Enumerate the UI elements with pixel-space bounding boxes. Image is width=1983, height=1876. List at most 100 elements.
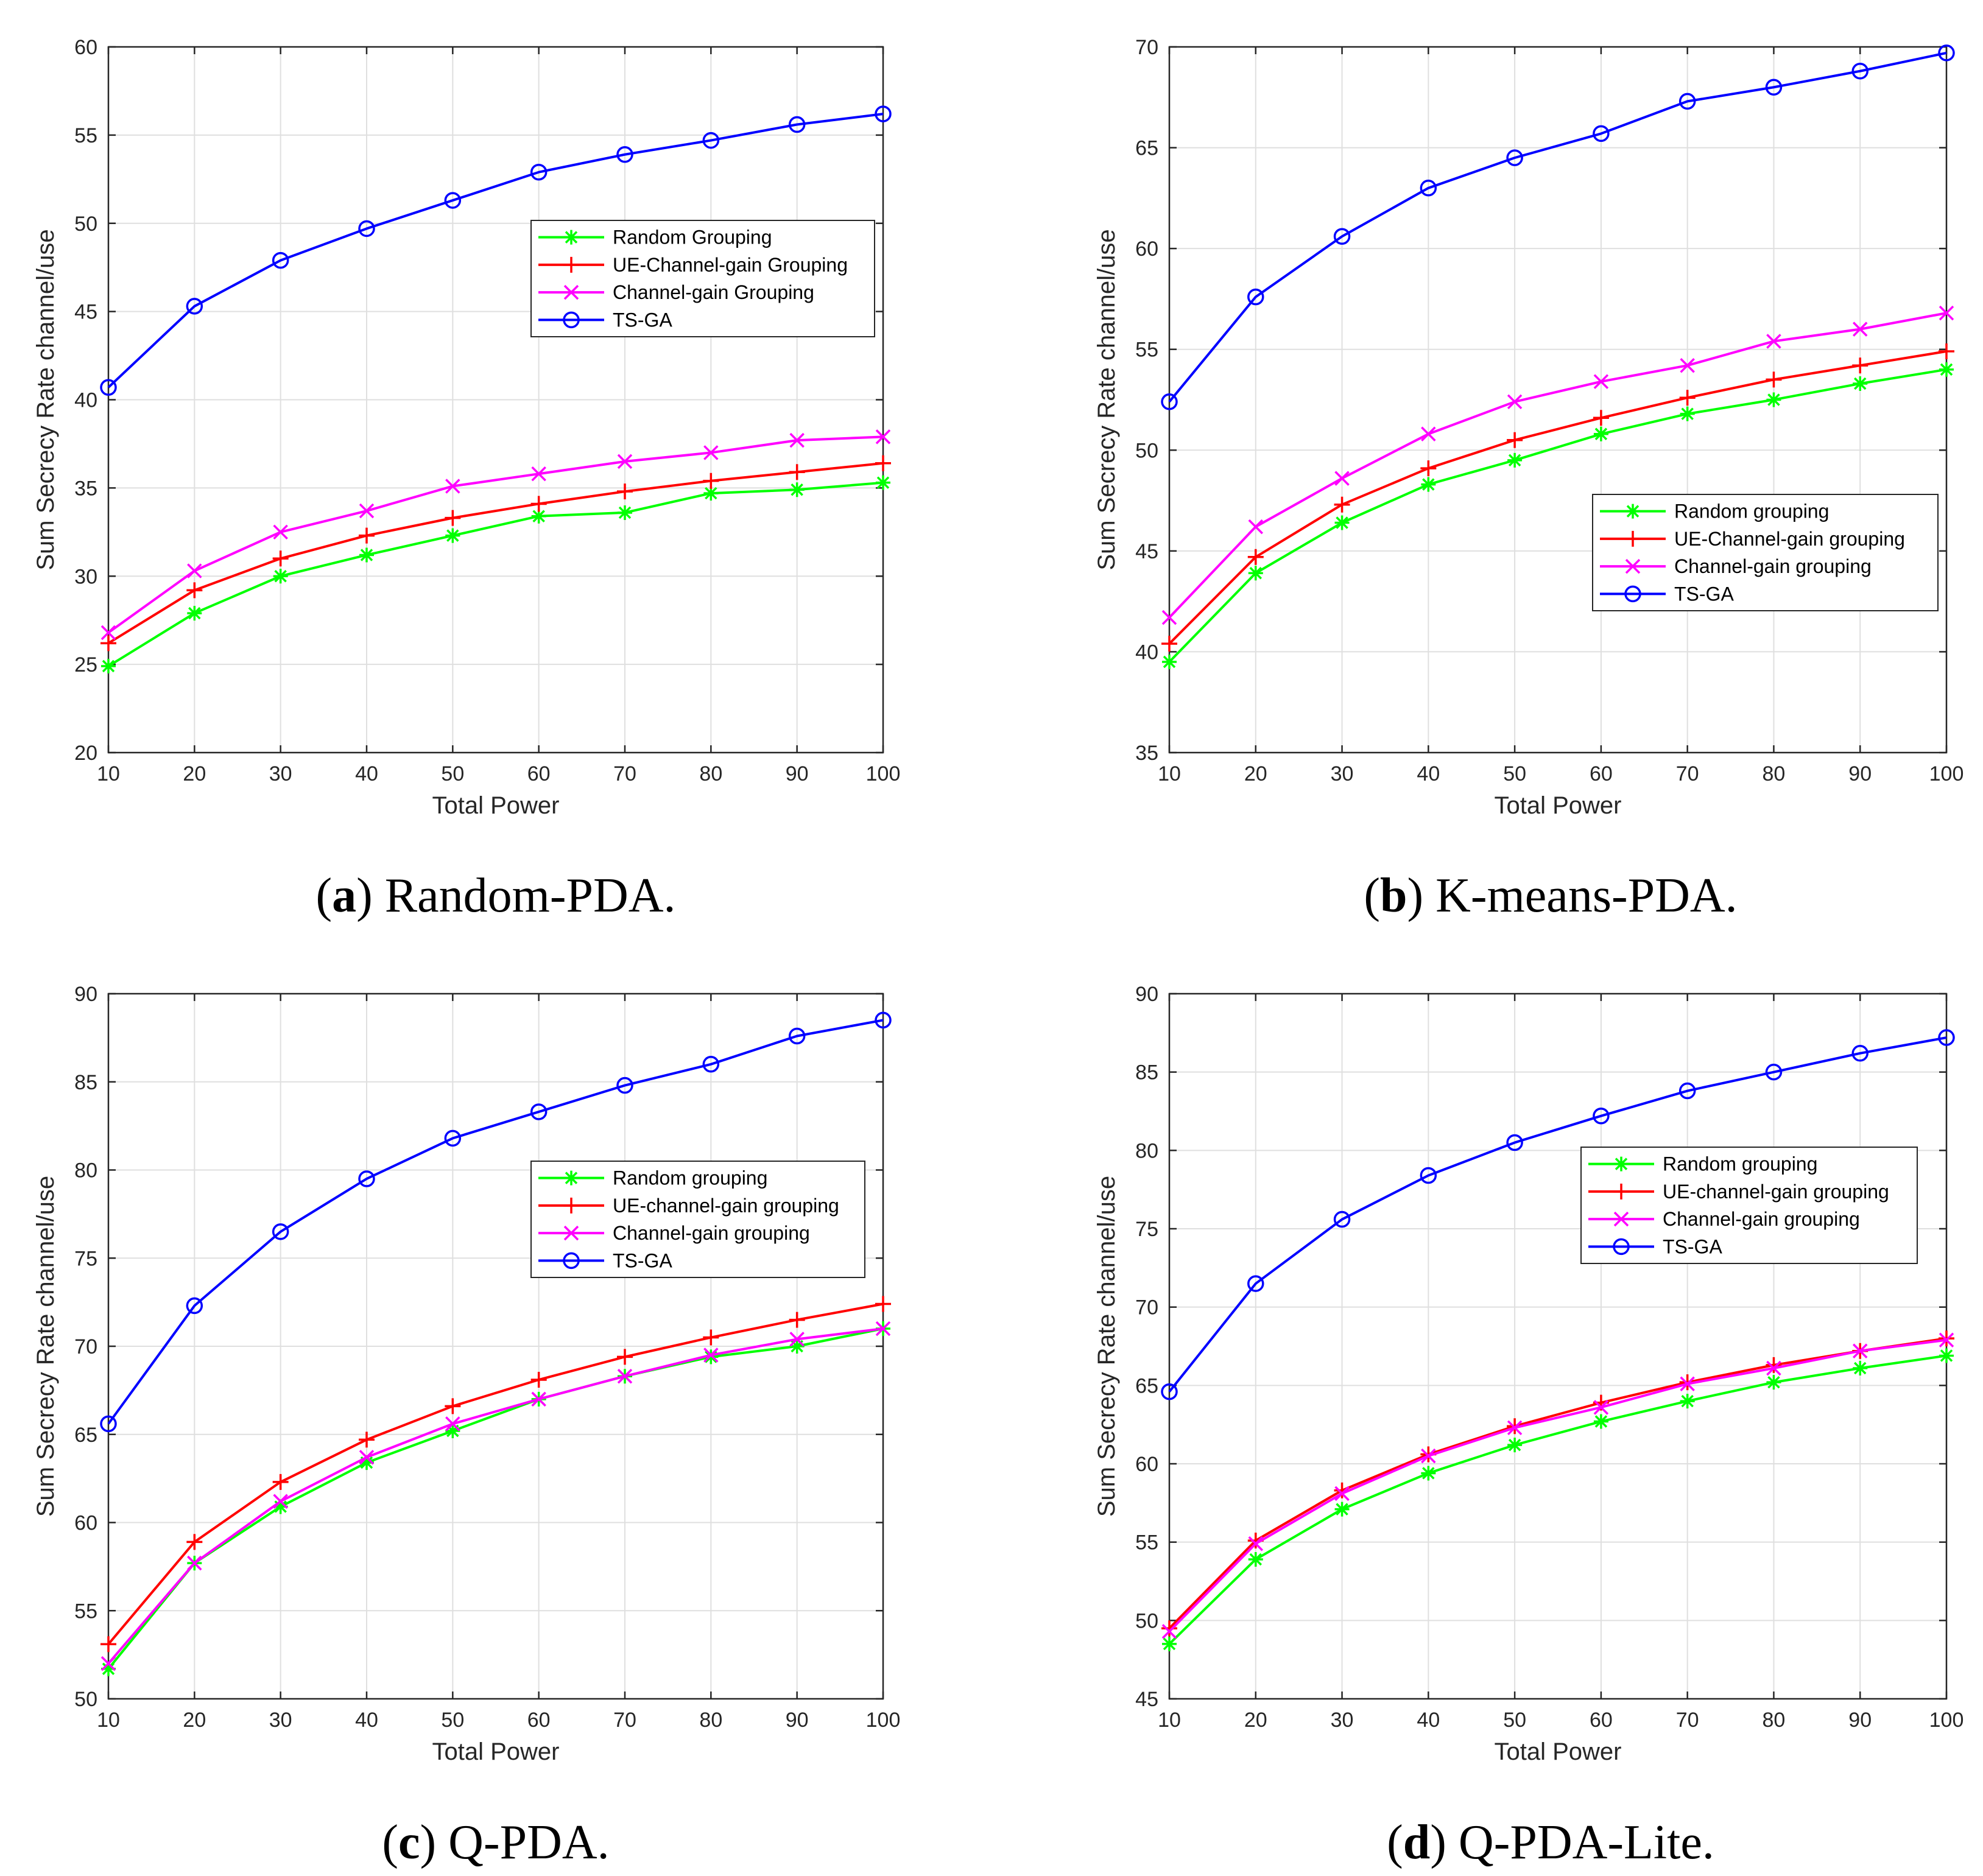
legend-label: Channel-gain Grouping <box>613 281 814 303</box>
y-tick-label: 55 <box>1135 339 1158 362</box>
data-point-shape <box>1593 1400 1609 1415</box>
data-point-shape <box>272 550 289 567</box>
legend-box <box>530 220 875 337</box>
legend-marker-shape <box>563 1197 579 1214</box>
y-tick-label: 70 <box>1135 36 1158 59</box>
data-point-shape <box>1852 357 1869 374</box>
data-point-shape <box>530 1103 548 1120</box>
data-point-shape <box>1938 1029 1955 1046</box>
y-tick-label: 30 <box>74 565 97 588</box>
data-point-shape <box>789 482 805 497</box>
data-point <box>617 1368 633 1384</box>
data-point <box>1939 305 1954 321</box>
y-tick-label: 85 <box>1135 1061 1158 1084</box>
x-axis-label: Total Power <box>1495 792 1622 819</box>
data-point-shape <box>1247 288 1264 306</box>
legend-label: Channel-gain grouping <box>1674 555 1872 577</box>
data-point <box>1162 1636 1177 1651</box>
data-point <box>186 1297 203 1315</box>
data-point-shape <box>875 429 891 444</box>
series-line <box>107 435 884 634</box>
data-point <box>1593 410 1609 426</box>
data-point <box>1680 357 1695 373</box>
data-point-shape <box>445 1423 460 1438</box>
data-point <box>530 163 548 181</box>
data-point <box>788 1027 806 1045</box>
data-point <box>1333 228 1351 245</box>
data-point <box>1334 1502 1350 1517</box>
legend-marker-shape <box>1624 585 1641 603</box>
series-line <box>1168 312 1947 619</box>
x-tick-label: 80 <box>1763 762 1786 785</box>
caption-open-paren: ( <box>382 1816 398 1869</box>
legend-label: TS-GA <box>1674 583 1734 605</box>
x-tick-label: 60 <box>1590 762 1613 785</box>
data-point <box>789 1339 805 1354</box>
data-point <box>617 483 633 500</box>
series-channel-gain-grouping <box>1161 305 1954 625</box>
data-point-shape <box>703 1347 719 1363</box>
data-point-shape <box>273 1499 288 1514</box>
data-point-shape <box>1766 1357 1782 1373</box>
data-point-shape <box>1939 1332 1954 1347</box>
data-point <box>616 1077 633 1094</box>
data-point <box>789 464 805 480</box>
data-point <box>618 505 632 520</box>
y-tick-label: 75 <box>1135 1218 1158 1241</box>
data-point <box>1247 549 1264 565</box>
data-point <box>101 659 116 674</box>
data-point-shape <box>444 1129 462 1147</box>
legend-marker-shape <box>563 1252 580 1270</box>
legend-label: TS-GA <box>613 1249 672 1271</box>
data-point <box>1939 1330 1954 1347</box>
data-point <box>272 1474 289 1490</box>
data-point-shape <box>617 483 633 500</box>
series-line <box>1168 350 1947 645</box>
data-point <box>875 429 891 444</box>
data-point-shape <box>617 454 633 469</box>
data-point-shape <box>703 1329 719 1346</box>
data-point <box>1766 1360 1781 1376</box>
series-line <box>107 1019 884 1425</box>
x-tick-label: 100 <box>1929 762 1964 785</box>
data-point <box>359 527 375 544</box>
legend-label: Random Grouping <box>613 227 772 248</box>
legend: Random grouping UE-channel-gain grouping C… <box>530 1161 865 1278</box>
data-point <box>1766 1375 1781 1390</box>
data-point <box>789 432 805 448</box>
data-point <box>875 1011 892 1029</box>
y-tick-label: 40 <box>74 389 97 412</box>
data-point <box>1421 1448 1436 1464</box>
series-line <box>1168 1337 1947 1629</box>
caption-close-paren: ) <box>356 869 385 922</box>
series-line <box>107 462 884 645</box>
x-tick-label: 50 <box>1503 1709 1526 1732</box>
data-point-shape <box>875 1296 891 1312</box>
data-point-shape <box>1248 1536 1264 1551</box>
legend-entry: TS-GA <box>1588 1235 1722 1257</box>
data-point-shape <box>1766 1360 1781 1376</box>
data-point <box>1248 1536 1264 1551</box>
data-point-shape <box>445 1398 461 1414</box>
x-tick-label: 90 <box>1848 762 1872 785</box>
data-point-shape <box>1506 149 1523 166</box>
data-point <box>1766 371 1782 388</box>
data-point <box>359 1455 374 1470</box>
data-point-shape <box>1161 393 1178 410</box>
data-point-shape <box>875 455 891 471</box>
legend-label: Random grouping <box>613 1167 767 1189</box>
y-axis-label: Sum Secrecy Rate channel/use <box>1093 1176 1120 1517</box>
x-tick-label: 70 <box>613 1709 636 1732</box>
data-point <box>445 528 460 543</box>
data-point-shape <box>531 1391 546 1407</box>
series-line <box>107 1327 884 1670</box>
data-point <box>1161 393 1178 410</box>
data-point-shape <box>1421 1448 1436 1464</box>
legend-marker <box>1613 1238 1630 1256</box>
y-tick-label: 35 <box>1135 742 1158 765</box>
legend-marker-shape <box>1625 530 1641 547</box>
data-point <box>875 455 891 471</box>
legend-label: UE-channel-gain grouping <box>1663 1181 1889 1203</box>
data-point-shape <box>1851 62 1869 80</box>
data-point-shape <box>1939 362 1954 377</box>
